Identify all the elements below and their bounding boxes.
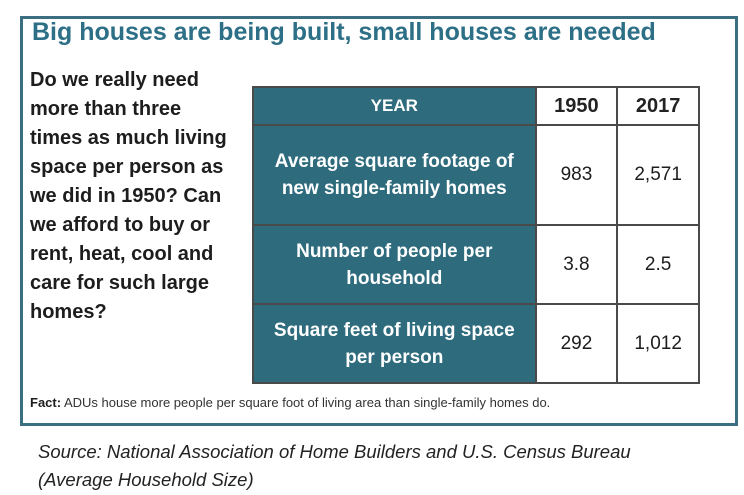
cell-square-footage-1950: 983 — [534, 124, 619, 226]
cell-space-per-person-2017: 1,012 — [616, 303, 700, 384]
question-text: Do we really need more than three times … — [30, 69, 227, 323]
fact-note: Fact: ADUs house more people per square … — [30, 395, 730, 410]
cell-people-per-household-2017: 2.5 — [616, 224, 700, 305]
header-year-1950: 1950 — [534, 86, 619, 126]
cell-space-per-person-1950: 292 — [534, 303, 619, 384]
fact-text: ADUs house more people per square foot o… — [63, 395, 551, 410]
table-header-row: YEAR 1950 2017 — [252, 86, 700, 126]
source-caption: Source: National Association of Home Bui… — [38, 441, 631, 490]
fact-label: Fact: — [30, 395, 62, 410]
data-table: YEAR 1950 2017 Average square footage of… — [252, 86, 700, 384]
header-year-2017: 2017 — [616, 86, 700, 126]
table-row: Average square footage of new single-fam… — [252, 124, 700, 226]
table-row: Square feet of living space per person 2… — [252, 303, 700, 384]
cell-square-footage-2017: 2,571 — [616, 124, 700, 226]
row-label-square-footage: Average square footage of new single-fam… — [252, 124, 537, 226]
row-label-space-per-person: Square feet of living space per person — [252, 303, 537, 384]
cell-people-per-household-1950: 3.8 — [534, 224, 619, 305]
header-year-label: YEAR — [252, 86, 537, 126]
table-row: Number of people per household 3.8 2.5 — [252, 224, 700, 305]
row-label-people-per-household: Number of people per household — [252, 224, 537, 305]
chart-title: Big houses are being built, small houses… — [32, 18, 656, 46]
